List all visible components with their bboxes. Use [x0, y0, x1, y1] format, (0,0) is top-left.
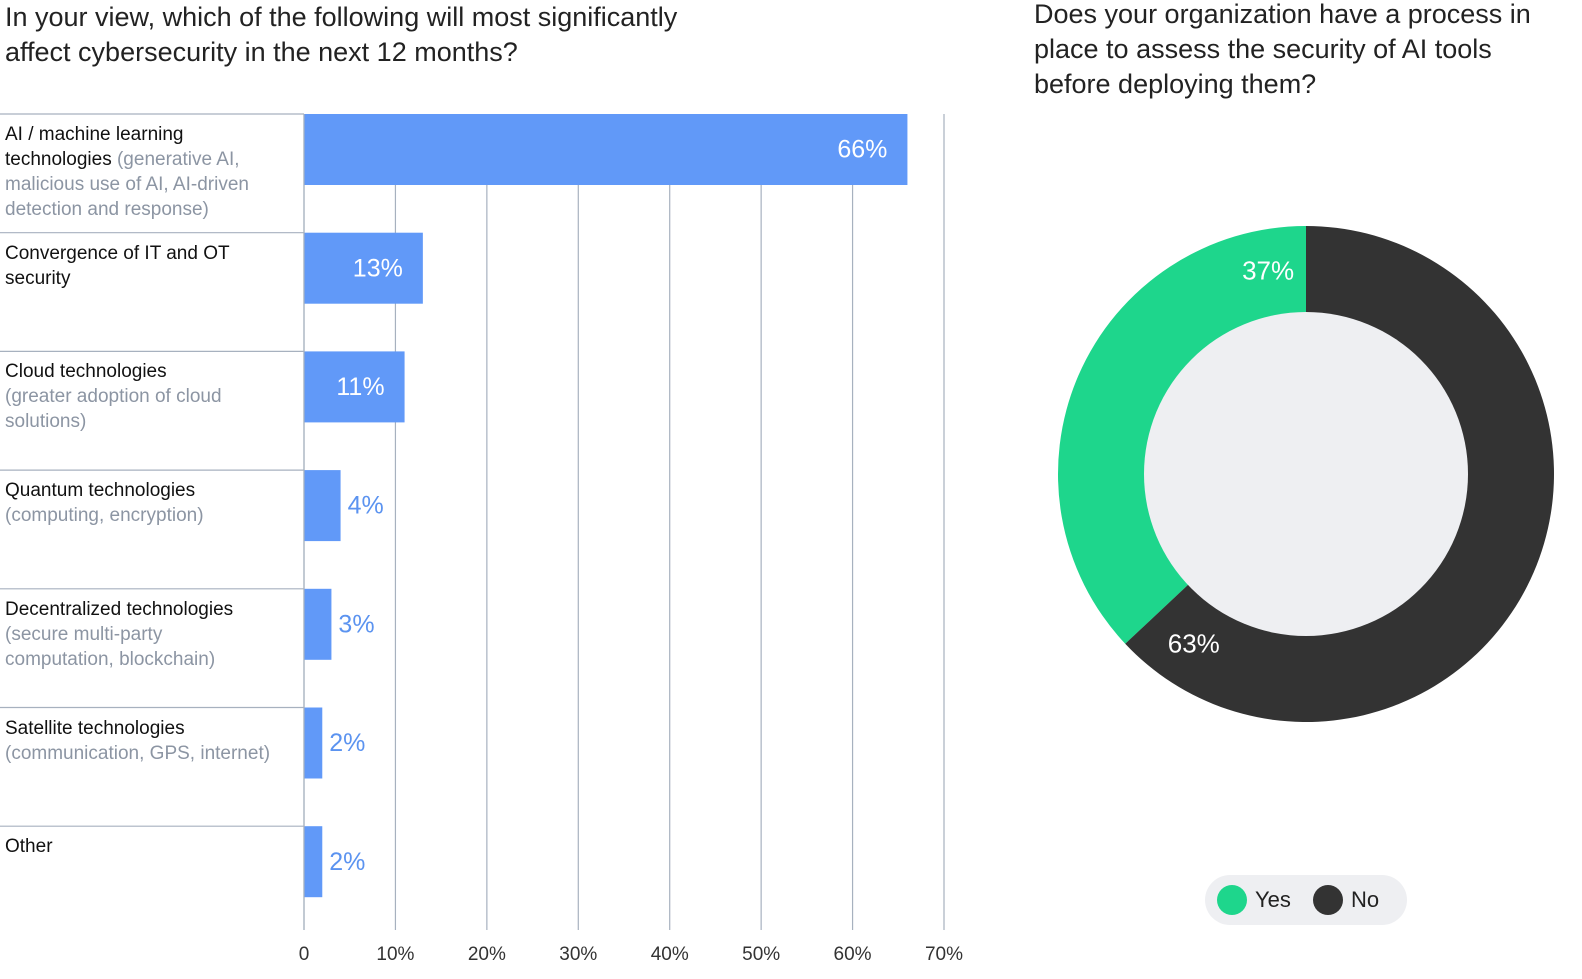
category-name: AI / machine learning technologies — [5, 124, 184, 170]
bar — [304, 351, 405, 423]
category-label: AI / machine learning technologies (gene… — [5, 122, 275, 222]
slice-label: 37% — [1242, 255, 1294, 285]
bar — [304, 232, 423, 304]
category-detail: (computing, encryption) — [5, 505, 204, 527]
x-tick-label: 60% — [834, 944, 872, 965]
value-label: 2% — [329, 848, 365, 876]
category-name: Cloud technologies — [5, 361, 167, 383]
bar — [304, 707, 323, 779]
category-label: Quantum technologies (computing, encrypt… — [5, 478, 275, 528]
category-label: Cloud technologies (greater adoption of … — [5, 359, 275, 434]
value-label: 4% — [348, 492, 384, 520]
category-detail: (communication, GPS, internet) — [5, 742, 271, 764]
value-label: 66% — [837, 136, 887, 164]
x-tick-label: 50% — [742, 944, 780, 965]
category-name: Other — [5, 836, 53, 858]
category-label: Convergence of IT and OT security — [5, 241, 275, 291]
legend-swatch — [1313, 885, 1343, 915]
x-tick-label: 20% — [468, 944, 506, 965]
bar-title: In your view, which of the following wil… — [5, 2, 678, 67]
category-name: Decentralized technologies — [5, 598, 234, 620]
x-tick-label: 70% — [925, 944, 963, 965]
bar — [304, 114, 908, 185]
donut-title: Does your organization have a process in… — [1034, 0, 1531, 99]
x-tick-label: 30% — [559, 944, 597, 965]
donut-hole — [1144, 312, 1468, 636]
x-tick-label: 0 — [299, 944, 310, 965]
category-label: Satellite technologies (communication, G… — [5, 716, 275, 766]
category-detail: (secure multi-party computation, blockch… — [5, 623, 216, 670]
slice-label: 63% — [1168, 628, 1220, 658]
legend-box — [1205, 875, 1407, 925]
x-tick-label: 40% — [651, 944, 689, 965]
legend-swatch — [1217, 885, 1247, 915]
category-name: Satellite technologies — [5, 717, 185, 739]
value-label: 3% — [338, 610, 374, 638]
value-label: 11% — [336, 373, 384, 401]
bar — [304, 588, 332, 660]
bar — [304, 470, 341, 542]
category-detail: (greater adoption of cloud solutions) — [5, 386, 222, 433]
category-name: Convergence of IT and OT security — [5, 242, 230, 289]
value-label: 2% — [329, 729, 365, 757]
category-label: Decentralized technologies (secure multi… — [5, 597, 275, 672]
value-label: 13% — [353, 254, 403, 282]
legend-label: No — [1351, 887, 1379, 912]
category-label: Other — [5, 834, 275, 859]
category-detail: (generative AI, malicious use of AI, AI-… — [5, 149, 249, 220]
bar — [304, 826, 323, 898]
category-name: Quantum technologies — [5, 480, 196, 502]
legend-label: Yes — [1255, 887, 1291, 912]
x-tick-label: 10% — [376, 944, 414, 965]
